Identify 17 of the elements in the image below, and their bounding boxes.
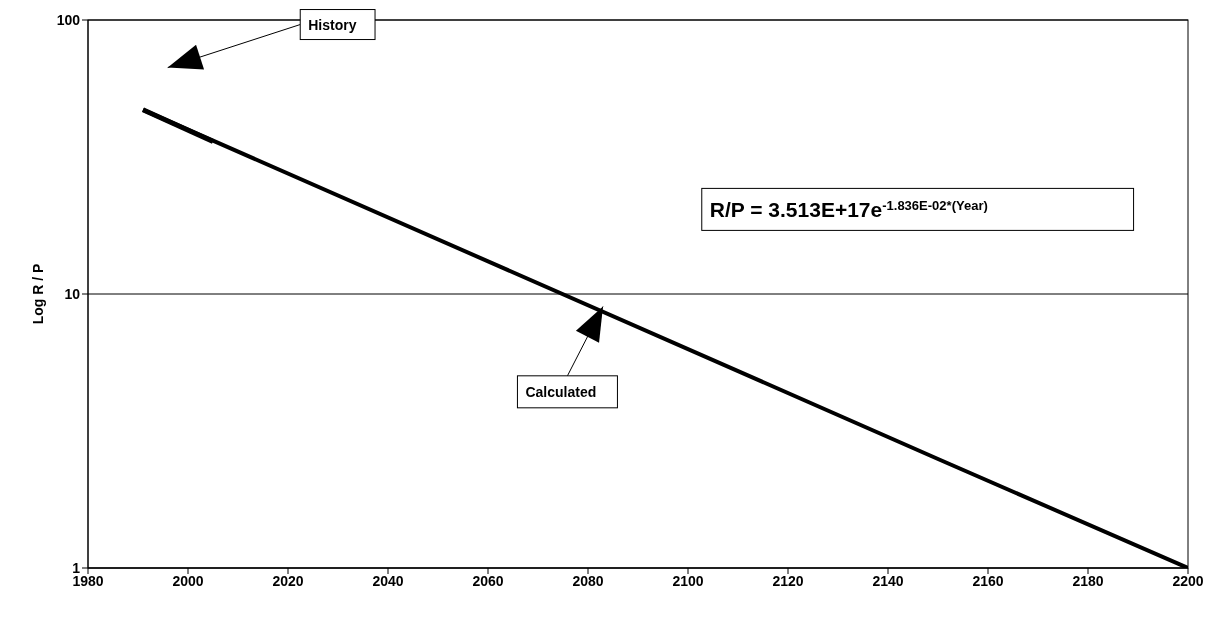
x-tick-label: 2080 xyxy=(572,572,604,589)
x-tick-label: 2120 xyxy=(772,572,804,589)
x-tick-label: 2140 xyxy=(872,572,904,589)
annotation: History xyxy=(308,16,357,33)
x-tick-label: 2040 xyxy=(372,572,404,589)
annotation: R/P = 3.513E+17e$^{-1.836E-02*(Year)}$ xyxy=(709,197,988,221)
x-tick-label: 2100 xyxy=(672,572,704,589)
x-tick-label: 2160 xyxy=(972,572,1004,589)
annotation: Calculated xyxy=(525,383,597,400)
x-tick-label: 2060 xyxy=(472,572,504,589)
x-tick-label: 2000 xyxy=(172,572,204,589)
y-axis-title: Log R / P xyxy=(29,263,46,325)
y-tick-label: 10 xyxy=(64,285,81,302)
x-tick-label: 2180 xyxy=(1072,572,1104,589)
x-tick-label: 2020 xyxy=(272,572,304,589)
x-tick-label: 2200 xyxy=(1172,572,1204,589)
y-tick-label: 100 xyxy=(56,11,81,28)
